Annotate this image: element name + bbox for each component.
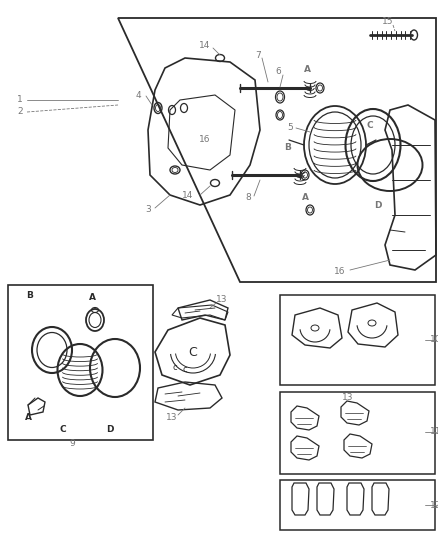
Text: 16: 16: [334, 268, 346, 277]
Text: D: D: [106, 425, 114, 434]
Text: 13: 13: [166, 414, 178, 423]
Text: C: C: [367, 120, 373, 130]
Text: 11: 11: [430, 427, 438, 437]
Text: 4: 4: [135, 91, 141, 100]
Text: 2: 2: [17, 108, 23, 117]
Text: 7: 7: [255, 51, 261, 60]
Text: A: A: [25, 414, 32, 423]
Text: 13: 13: [342, 393, 354, 402]
Bar: [280, 392, 435, 474]
Text: C: C: [60, 425, 66, 434]
Text: 15: 15: [382, 18, 394, 27]
Bar: [280, 295, 435, 385]
Text: 5: 5: [287, 124, 293, 133]
Text: 14: 14: [199, 41, 211, 50]
Text: A: A: [88, 294, 95, 303]
Text: B: B: [285, 143, 291, 152]
Bar: [280, 480, 435, 530]
Text: 12: 12: [430, 500, 438, 510]
Text: A: A: [301, 193, 308, 203]
Text: A: A: [304, 66, 311, 75]
Text: 6: 6: [275, 68, 281, 77]
Text: C: C: [189, 345, 198, 359]
Text: 9: 9: [69, 439, 75, 448]
Text: 10: 10: [430, 335, 438, 344]
Text: c: c: [173, 364, 177, 373]
Text: 16: 16: [199, 135, 211, 144]
Text: 3: 3: [145, 206, 151, 214]
Text: B: B: [27, 290, 33, 300]
Text: 13: 13: [216, 295, 228, 304]
Text: 14: 14: [182, 190, 194, 199]
Text: c: c: [183, 366, 187, 375]
Text: 8: 8: [245, 193, 251, 203]
Bar: [8, 285, 153, 440]
Text: 1: 1: [17, 95, 23, 104]
Text: D: D: [374, 200, 382, 209]
